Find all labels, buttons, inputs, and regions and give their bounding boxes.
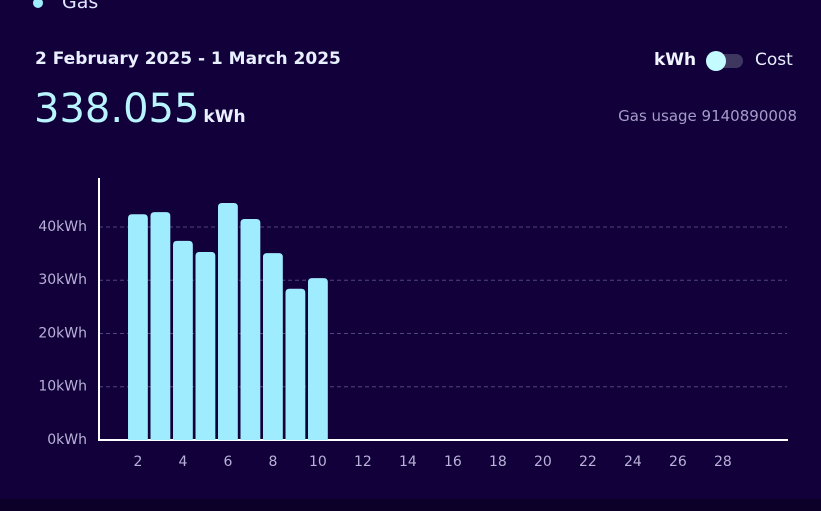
legend-label[interactable]: Gas [62, 0, 99, 13]
y-tick-label: 30kWh [38, 272, 87, 288]
meter-label: Gas usage 9140890008 [618, 107, 797, 125]
x-tick-label: 2 [133, 454, 142, 470]
y-tick-label: 10kWh [38, 379, 87, 395]
bar [285, 288, 306, 440]
total-value: 338.055 [34, 86, 200, 132]
date-range: 2 February 2025 - 1 March 2025 [35, 49, 341, 69]
total: 338.055 kWh [34, 86, 246, 132]
y-tick-label: 40kWh [38, 219, 87, 235]
toggle-left-label[interactable]: kWh [654, 50, 697, 70]
total-unit: kWh [203, 107, 246, 127]
bar [195, 252, 216, 440]
bar [128, 214, 148, 440]
x-tick-label: 10 [309, 454, 327, 470]
toggle-right-label[interactable]: Cost [755, 50, 793, 70]
legend-dot [33, 0, 43, 8]
x-tick-label: 12 [354, 454, 372, 470]
bar [308, 278, 328, 440]
x-tick-label: 8 [268, 454, 277, 470]
bar [173, 240, 193, 440]
bar [240, 219, 261, 440]
x-tick-label: 26 [669, 454, 687, 470]
bar [150, 212, 171, 440]
x-tick-label: 22 [579, 454, 597, 470]
y-tick-label: 20kWh [38, 325, 87, 341]
bottom-bar [0, 499, 821, 511]
x-tick-label: 28 [714, 454, 732, 470]
bar [263, 253, 283, 440]
y-tick-label: 0kWh [47, 432, 87, 448]
bar [218, 203, 238, 440]
x-tick-label: 20 [534, 454, 552, 470]
toggle-knob[interactable] [706, 51, 726, 71]
x-tick-label: 14 [399, 454, 417, 470]
x-tick-label: 6 [223, 454, 232, 470]
x-tick-label: 16 [444, 454, 462, 470]
x-tick-label: 4 [178, 454, 187, 470]
x-tick-label: 18 [489, 454, 507, 470]
x-tick-label: 24 [624, 454, 642, 470]
